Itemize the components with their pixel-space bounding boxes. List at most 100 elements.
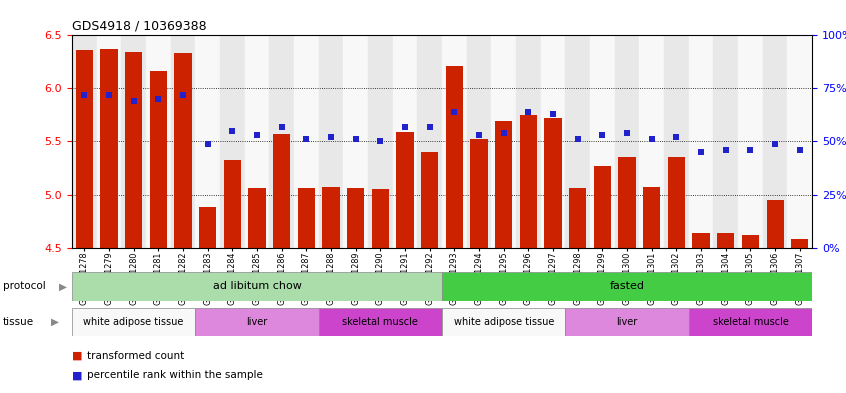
Bar [96,35,121,248]
Bar [446,66,463,248]
Bar [195,308,319,336]
Point [596,132,609,138]
Point [102,92,116,98]
Bar [244,35,269,248]
Bar [470,140,487,248]
Point [522,108,536,115]
Text: GDS4918 / 10369388: GDS4918 / 10369388 [72,20,206,33]
Bar [146,35,171,248]
Bar [72,308,195,336]
Bar [569,188,586,248]
Bar [195,35,220,248]
Text: ▶: ▶ [51,317,58,327]
Bar [766,200,783,248]
Bar [763,35,788,248]
Bar [72,35,96,248]
Text: skeletal muscle: skeletal muscle [343,317,418,327]
Bar [442,308,565,336]
Point [250,132,264,138]
Bar [199,207,217,248]
Bar [689,308,812,336]
Text: ▶: ▶ [59,281,67,292]
Bar [322,187,339,248]
Bar [664,35,689,248]
Text: fasted: fasted [610,281,645,292]
Point [497,130,510,136]
Bar [269,35,294,248]
Point [448,108,461,115]
Bar [298,188,315,248]
Point [201,140,214,147]
Bar [397,132,414,248]
Bar [150,72,167,248]
Text: tissue: tissue [3,317,34,327]
Bar [643,187,661,248]
Point [547,111,560,117]
Point [645,136,658,143]
Bar [565,308,689,336]
Bar [174,53,191,248]
Point [670,134,684,140]
Bar [689,35,713,248]
Bar [594,166,611,248]
Bar [121,35,146,248]
Bar [220,35,244,248]
Bar [125,52,142,248]
Bar [615,35,640,248]
Bar [273,134,290,248]
Bar [223,160,241,248]
Bar [421,152,438,248]
Bar [393,35,417,248]
Point [472,132,486,138]
Bar [343,35,368,248]
Bar [319,35,343,248]
Bar [294,35,319,248]
Point [275,123,288,130]
Text: white adipose tissue: white adipose tissue [453,317,554,327]
Bar [368,35,393,248]
Point [374,138,387,145]
Point [695,149,708,155]
Bar [347,188,365,248]
Point [768,140,782,147]
Bar [742,235,759,248]
Text: white adipose tissue: white adipose tissue [84,317,184,327]
Point [226,128,239,134]
Bar [541,35,565,248]
Bar [717,233,734,248]
Point [127,98,140,104]
Point [793,147,806,153]
Bar [618,158,635,248]
Bar [442,272,812,301]
Text: liver: liver [617,317,638,327]
Point [349,136,362,143]
Bar [417,35,442,248]
Text: skeletal muscle: skeletal muscle [712,317,788,327]
Point [78,92,91,98]
Point [151,96,165,102]
Bar [101,49,118,248]
Bar [371,189,389,248]
Bar [171,35,195,248]
Text: protocol: protocol [3,281,46,292]
Bar [75,50,93,248]
Bar [640,35,664,248]
Bar [693,233,710,248]
Bar [565,35,590,248]
Bar [667,158,685,248]
Bar [791,239,809,248]
Text: percentile rank within the sample: percentile rank within the sample [87,370,263,380]
Bar [249,188,266,248]
Text: ad libitum chow: ad libitum chow [212,281,301,292]
Point [719,147,733,153]
Bar [516,35,541,248]
Bar [545,118,562,248]
Bar [319,308,442,336]
Bar [492,35,516,248]
Point [299,136,313,143]
Text: liver: liver [246,317,267,327]
Point [398,123,412,130]
Point [571,136,585,143]
Text: ■: ■ [72,370,82,380]
Bar [590,35,615,248]
